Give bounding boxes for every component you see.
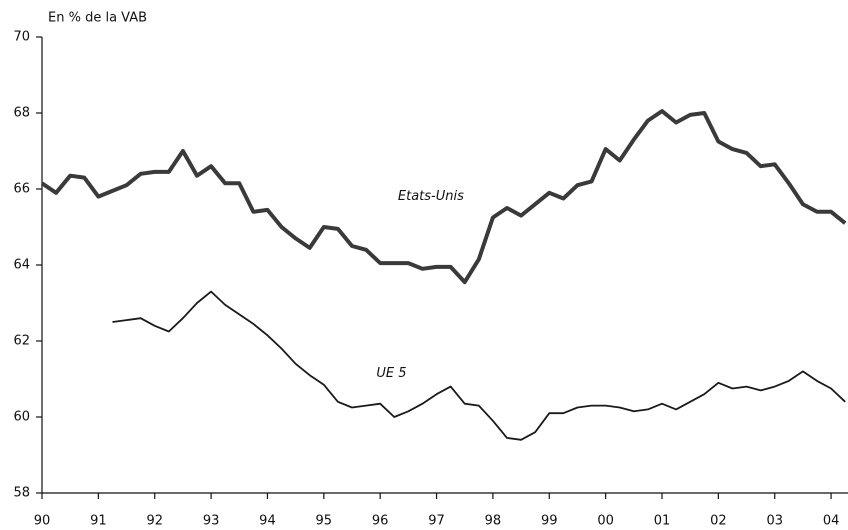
annotation: UE 5	[376, 366, 406, 381]
x-tick-label: 01	[654, 514, 671, 529]
x-tick-label: 93	[203, 514, 220, 529]
x-tick-label: 92	[146, 514, 163, 529]
series-line	[112, 290, 846, 441]
x-tick-label: 00	[597, 514, 614, 529]
y-tick-label: 68	[13, 106, 30, 121]
annotation: Etats-Unis	[398, 189, 464, 204]
x-tick-label: 91	[90, 514, 107, 529]
x-tick-label: 97	[428, 514, 445, 529]
x-tick-label: 96	[372, 514, 389, 529]
x-tick-label: 99	[541, 514, 558, 529]
y-axis-label: En % de la VAB	[48, 11, 147, 26]
x-tick-label: 03	[766, 514, 783, 529]
y-tick-label: 66	[13, 182, 30, 197]
series-line	[40, 109, 847, 285]
x-tick-label: 98	[485, 514, 502, 529]
y-tick-label: 60	[13, 410, 30, 425]
y-tick-label: 64	[13, 258, 30, 273]
y-tick-label: 62	[13, 334, 30, 349]
x-tick-label: 94	[259, 514, 276, 529]
x-tick-label: 90	[34, 514, 51, 529]
x-tick-label: 95	[316, 514, 333, 529]
y-tick-label: 58	[13, 486, 30, 501]
y-tick-label: 70	[13, 30, 30, 45]
x-tick-label: 04	[823, 514, 840, 529]
x-tick-label: 02	[710, 514, 727, 529]
